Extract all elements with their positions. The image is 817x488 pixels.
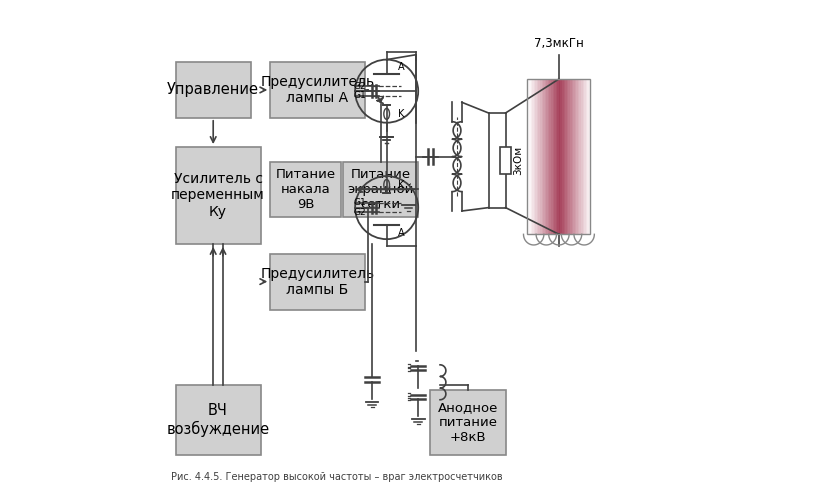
Bar bbox=[559, 79, 560, 234]
Text: Питание
экранной
сетки: Питание экранной сетки bbox=[347, 168, 413, 211]
FancyBboxPatch shape bbox=[343, 162, 418, 217]
Bar bbox=[583, 79, 584, 234]
Text: G2: G2 bbox=[354, 82, 366, 91]
Bar bbox=[557, 79, 559, 234]
Text: K: K bbox=[398, 108, 404, 119]
Bar bbox=[564, 79, 565, 234]
Bar bbox=[569, 79, 570, 234]
Bar bbox=[572, 79, 573, 234]
Text: ВЧ
возбуждение: ВЧ возбуждение bbox=[167, 403, 270, 437]
Bar bbox=[550, 79, 551, 234]
Text: Питание
накала
9В: Питание накала 9В bbox=[275, 168, 336, 211]
FancyBboxPatch shape bbox=[431, 389, 506, 455]
Bar bbox=[576, 79, 578, 234]
Bar bbox=[529, 79, 530, 234]
Bar bbox=[540, 79, 542, 234]
Bar bbox=[562, 79, 564, 234]
Text: Анодное
питание
+8кВ: Анодное питание +8кВ bbox=[438, 401, 498, 444]
Bar bbox=[552, 79, 554, 234]
Bar bbox=[551, 79, 552, 234]
Text: Рис. 4.4.5. Генератор высокой частоты – враг электросчетчиков: Рис. 4.4.5. Генератор высокой частоты – … bbox=[171, 472, 502, 482]
FancyBboxPatch shape bbox=[270, 254, 365, 309]
FancyBboxPatch shape bbox=[176, 62, 251, 118]
Bar bbox=[565, 79, 567, 234]
Bar bbox=[545, 79, 547, 234]
Bar bbox=[584, 79, 586, 234]
Bar bbox=[556, 79, 557, 234]
Bar bbox=[543, 79, 545, 234]
Text: G1: G1 bbox=[354, 91, 366, 101]
Bar bbox=[548, 79, 550, 234]
Bar bbox=[500, 147, 511, 174]
Bar bbox=[560, 79, 562, 234]
Bar bbox=[547, 79, 548, 234]
Text: Управление: Управление bbox=[167, 82, 259, 98]
Bar bbox=[574, 79, 576, 234]
Text: Предусилитель
лампы Б: Предусилитель лампы Б bbox=[261, 266, 374, 297]
Bar bbox=[530, 79, 532, 234]
Text: G1: G1 bbox=[354, 199, 366, 207]
FancyBboxPatch shape bbox=[270, 162, 341, 217]
FancyBboxPatch shape bbox=[176, 385, 261, 455]
Text: K: K bbox=[398, 180, 404, 190]
Text: A: A bbox=[398, 62, 404, 72]
Bar bbox=[579, 79, 581, 234]
FancyBboxPatch shape bbox=[176, 147, 261, 244]
Bar bbox=[586, 79, 587, 234]
Bar bbox=[535, 79, 537, 234]
Text: Усилитель с
переменным
Ку: Усилитель с переменным Ку bbox=[172, 172, 265, 219]
Bar bbox=[542, 79, 543, 234]
Bar bbox=[587, 79, 589, 234]
Bar bbox=[581, 79, 583, 234]
Bar bbox=[573, 79, 574, 234]
Bar bbox=[589, 79, 591, 234]
Bar bbox=[528, 79, 591, 234]
Text: Предусилитель
лампы А: Предусилитель лампы А bbox=[261, 75, 374, 105]
Text: G2: G2 bbox=[354, 208, 366, 217]
Bar bbox=[554, 79, 556, 234]
Bar bbox=[567, 79, 569, 234]
Bar bbox=[537, 79, 538, 234]
Bar bbox=[570, 79, 572, 234]
Bar bbox=[534, 79, 535, 234]
Bar bbox=[538, 79, 540, 234]
Text: 7,3мкГн: 7,3мкГн bbox=[534, 37, 584, 50]
Text: 3кОм: 3кОм bbox=[513, 146, 524, 175]
FancyBboxPatch shape bbox=[270, 62, 365, 118]
Bar bbox=[528, 79, 529, 234]
Bar bbox=[578, 79, 579, 234]
Text: A: A bbox=[398, 228, 404, 238]
Bar bbox=[532, 79, 534, 234]
